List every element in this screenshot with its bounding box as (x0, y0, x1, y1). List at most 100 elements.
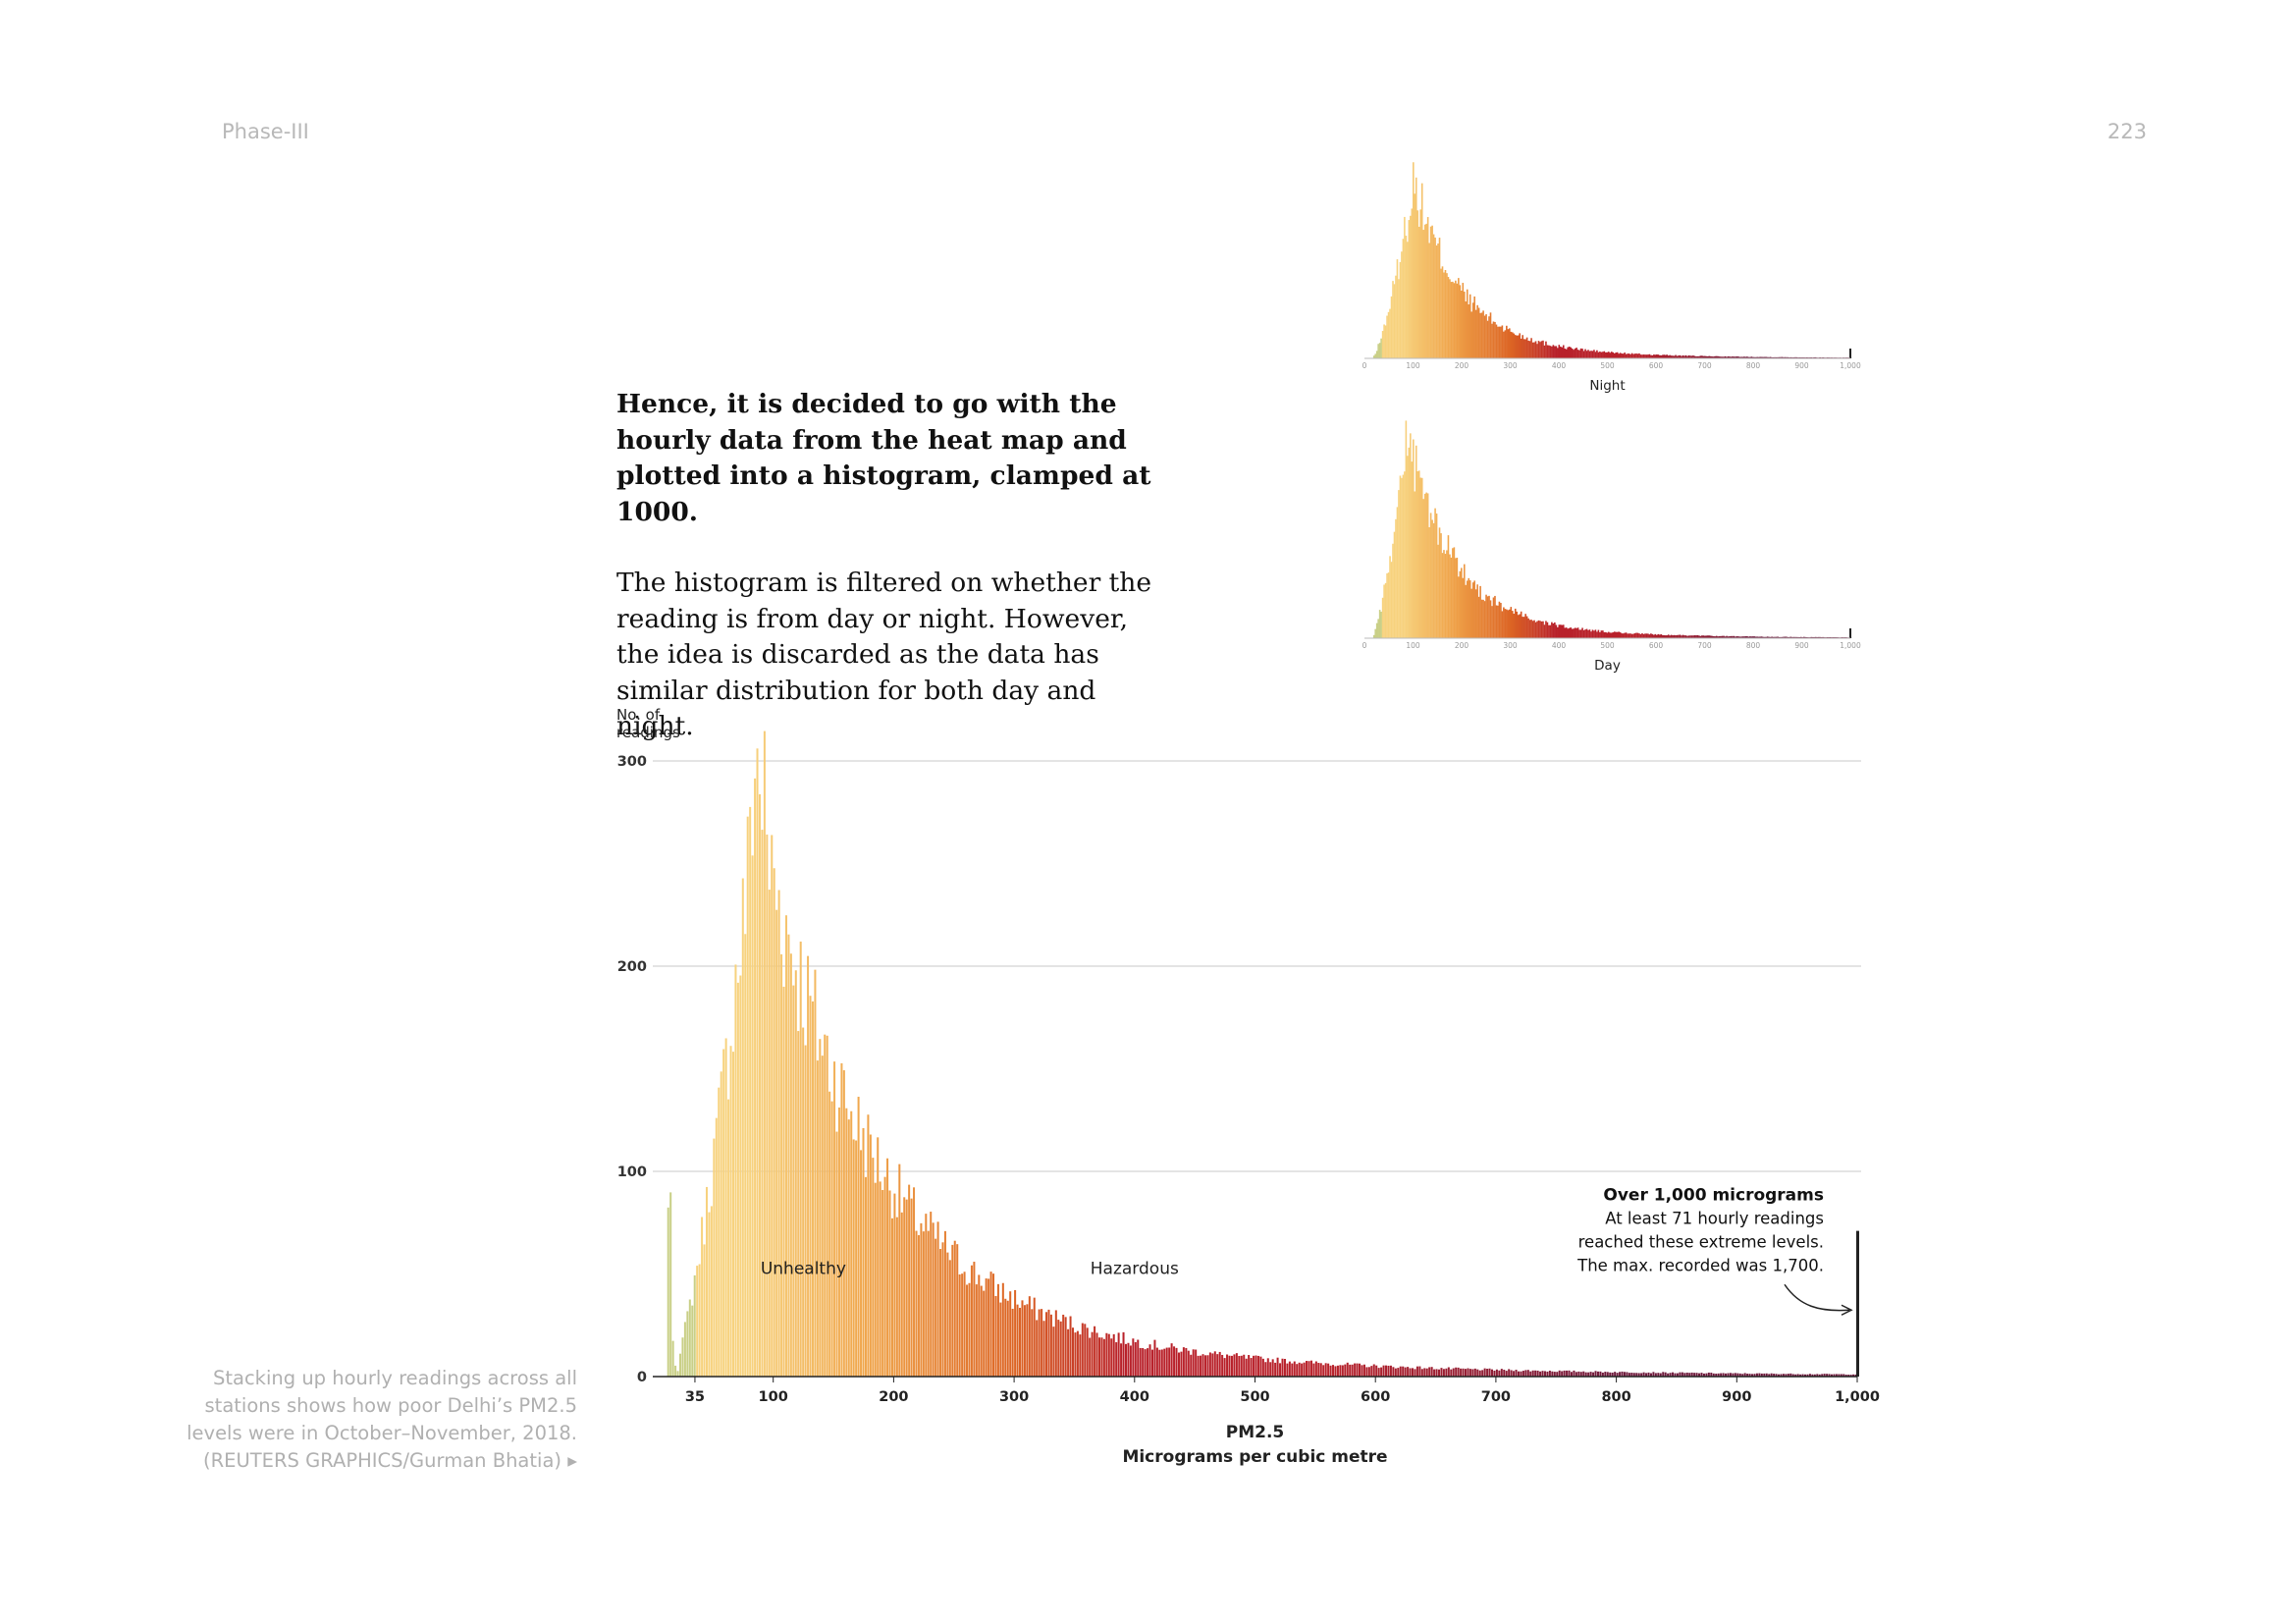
histogram-bar (1127, 1342, 1130, 1377)
x-tick-label: 100 (1406, 361, 1420, 370)
histogram-bar (674, 1365, 677, 1377)
histogram-bar (910, 1198, 913, 1377)
histogram-bar (1600, 352, 1603, 358)
histogram-bar (1036, 1320, 1039, 1377)
histogram-bar (1485, 594, 1487, 638)
histogram-bar (908, 1184, 911, 1377)
histogram-bar (1425, 1368, 1428, 1377)
histogram-bar (1011, 1308, 1014, 1377)
histogram-bar (1401, 251, 1403, 358)
histogram-bar (1768, 1374, 1771, 1377)
histogram-bar (948, 1260, 951, 1377)
histogram-bar (1732, 1373, 1735, 1377)
histogram-bar (978, 1274, 981, 1377)
histogram-bar (1542, 621, 1544, 638)
histogram-bar (1787, 356, 1789, 358)
histogram-bar (1685, 1372, 1688, 1377)
histogram-bar (1640, 1373, 1643, 1377)
histogram-bar (1579, 1372, 1582, 1377)
histogram-bar (1457, 1367, 1460, 1377)
histogram-bar (1396, 259, 1399, 358)
histogram-bar (1661, 354, 1664, 358)
histogram-bar (996, 1283, 999, 1377)
histogram-bar (1514, 608, 1517, 638)
histogram-bar (1067, 1328, 1070, 1377)
histogram-bar (1811, 1374, 1814, 1377)
histogram-bar (1564, 349, 1567, 358)
histogram-bar (1129, 1345, 1132, 1377)
histogram-bar (1744, 356, 1747, 358)
histogram-bar (1783, 356, 1785, 358)
histogram-bar (1693, 355, 1696, 358)
histogram-bar (1431, 225, 1433, 358)
histogram-bar (1789, 636, 1790, 638)
histogram-bar (1117, 1332, 1120, 1377)
y-tick-label: 300 (617, 754, 647, 770)
histogram-bar (1404, 216, 1406, 358)
histogram-bar (1746, 635, 1748, 638)
x-tick-label: 400 (1552, 361, 1567, 370)
histogram-bar (1769, 356, 1772, 358)
histogram-bar (1386, 315, 1388, 358)
histogram-bar (1488, 1368, 1491, 1377)
histogram-bar (1047, 1309, 1050, 1377)
histogram-bar (734, 964, 737, 1377)
histogram-bar (1387, 572, 1390, 638)
histogram-bar (1429, 513, 1432, 638)
histogram-bar (1735, 635, 1738, 638)
histogram-bar (1291, 1363, 1294, 1377)
histogram-bar (1378, 610, 1381, 638)
histogram-bar (1266, 1358, 1269, 1377)
histogram-bar (1814, 356, 1817, 358)
histogram-bar (1696, 634, 1699, 638)
histogram-bar (1468, 1369, 1471, 1377)
histogram-bar (1437, 544, 1439, 638)
histogram-bar (1513, 333, 1516, 358)
x-tick-label: 900 (1722, 1389, 1751, 1405)
histogram-bar (1650, 633, 1652, 638)
histogram-bar (1442, 1369, 1445, 1377)
histogram-bar (741, 878, 744, 1377)
histogram-bar (1377, 1368, 1380, 1377)
histogram-bar (1789, 636, 1792, 638)
histogram-bar (1458, 278, 1460, 358)
histogram-bar (1597, 352, 1600, 358)
histogram-bar (1588, 629, 1591, 638)
histogram-bar (1489, 600, 1492, 638)
histogram-bar (1505, 1371, 1508, 1377)
histogram-bar (1372, 355, 1375, 358)
histogram-bar (1674, 1373, 1677, 1377)
histogram-bar (1792, 636, 1795, 638)
histogram-bar (1545, 341, 1547, 358)
histogram-bar (1613, 631, 1616, 638)
histogram-bar (1089, 1337, 1092, 1377)
histogram-bar (1565, 627, 1568, 638)
histogram-bar (905, 1199, 908, 1377)
histogram-bar (1115, 1342, 1118, 1377)
histogram-bar (1800, 636, 1802, 638)
histogram-bar (1402, 474, 1405, 638)
histogram-bar (1533, 620, 1535, 638)
histogram-bar (1835, 1374, 1838, 1377)
histogram-bar (713, 1138, 716, 1377)
histogram-bar (1416, 210, 1419, 358)
histogram-bar (1729, 635, 1731, 638)
histogram-bar (855, 1140, 858, 1377)
histogram-bar (1769, 636, 1772, 638)
histogram-bar (1659, 1373, 1662, 1377)
histogram-bar (1381, 597, 1384, 638)
x-tick-label: 0 (1362, 641, 1367, 650)
histogram-bar (1743, 636, 1745, 638)
histogram-bar (1382, 1365, 1385, 1377)
histogram-bar (1649, 1373, 1652, 1377)
histogram-bar (1683, 355, 1685, 358)
histogram-bar (667, 1207, 669, 1377)
histogram-bar (1701, 635, 1703, 638)
histogram-bar (1522, 617, 1523, 638)
histogram-bar (1464, 1369, 1468, 1377)
histogram-bar (1552, 345, 1555, 358)
histogram-bar (1783, 636, 1785, 638)
histogram-bar (1570, 627, 1572, 638)
histogram-bar (1738, 356, 1741, 358)
histogram-bar (1795, 356, 1798, 358)
